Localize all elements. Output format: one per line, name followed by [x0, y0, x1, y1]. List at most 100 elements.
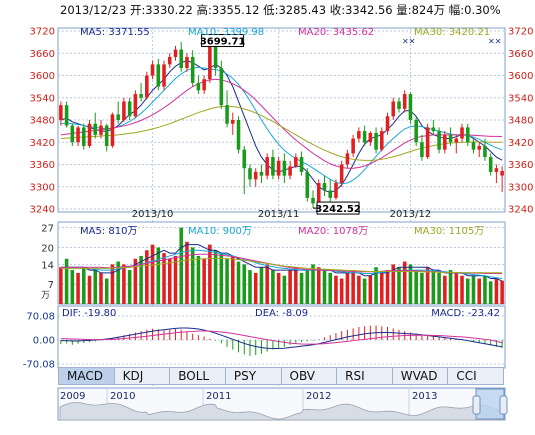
x-tick-label: 2013/10 [132, 209, 174, 220]
candle-body [408, 94, 413, 120]
candle-body [93, 123, 98, 135]
volume-bar [219, 253, 224, 304]
candle-body [414, 120, 418, 143]
volume-bar [368, 275, 373, 304]
volume-bar [242, 264, 247, 304]
candle-body [443, 134, 447, 150]
candle-body [248, 168, 252, 180]
navigator-right-handle[interactable] [499, 395, 508, 415]
volume-bar [185, 241, 189, 304]
volume-bar [488, 281, 493, 304]
candle-body [299, 157, 304, 172]
tab-macd[interactable]: MACD [59, 368, 115, 384]
candle-body [431, 127, 436, 132]
volume-bar [465, 278, 470, 304]
price-tick-left: 3420 [30, 138, 55, 149]
volume-bar [225, 258, 229, 304]
navigator-left-handle[interactable] [472, 395, 481, 415]
price-tick-right: 3360 [508, 160, 533, 171]
candle-body [276, 160, 281, 176]
candle-body [385, 116, 390, 132]
candle-body [305, 171, 310, 198]
macd-legend-macd: MACD: -23.42 [431, 308, 500, 319]
legend-ma30: MA30: 3420.21 [414, 27, 490, 38]
vol-legend-ma30: MA30: 1105万 [414, 226, 484, 237]
quote-header: 2013/12/23 开:3330.22 高:3355.12 低:3285.43… [60, 3, 501, 17]
navigator-year-label: 2011 [206, 391, 231, 402]
x-tick-label: 2013/11 [258, 209, 300, 220]
macd-tick: 0.00 [33, 336, 55, 347]
candle-body [236, 120, 241, 150]
volume-bar [196, 255, 201, 304]
volume-bar [431, 270, 436, 304]
candle-body [437, 131, 441, 150]
tab-kdj[interactable]: KDJ [115, 368, 171, 384]
cross-marker-icon: ✕✕ [402, 37, 415, 46]
volume-bar [437, 272, 441, 304]
volume-bar [104, 278, 109, 304]
volume-bar [162, 253, 166, 304]
candle-body [316, 183, 321, 204]
volume-bar [122, 264, 126, 304]
price-legend: MA5: 3371.55 MA10: 3399.98 MA20: 3435.62 MA… [80, 27, 490, 38]
tab-boll[interactable]: BOLL [170, 368, 226, 384]
navigator-year-label: 2010 [110, 391, 135, 402]
macd-legend-dif: DIF: -19.80 [62, 308, 116, 319]
candle-body [294, 157, 298, 167]
price-tick-right: 3480 [508, 116, 533, 127]
volume-bar [156, 247, 161, 304]
candle-body [87, 123, 92, 146]
candle-body [110, 114, 115, 146]
volume-bar [448, 270, 453, 304]
candle-body [213, 42, 218, 69]
volume-bar [253, 272, 258, 304]
candle-body [156, 64, 161, 87]
volume-bar [305, 270, 310, 304]
macd-legend: DIF: -19.80 DEA: -8.09 MACD: -23.42 [62, 308, 500, 319]
candle-body [185, 56, 189, 69]
candle-body [339, 164, 344, 184]
tab-wvad[interactable]: WVAD [393, 368, 449, 384]
candle-body [380, 131, 384, 150]
tab-obv[interactable]: OBV [282, 368, 338, 384]
volume-bar [76, 272, 80, 304]
candle-body [391, 101, 396, 117]
price-tick-left: 3660 [30, 49, 55, 60]
tab-psy[interactable]: PSY [226, 368, 282, 384]
volume-tick: 27 [41, 224, 54, 235]
candle-body [483, 145, 487, 158]
price-tick-left: 3720 [30, 27, 55, 38]
volume-bar [64, 258, 69, 304]
price-tick-right: 3240 [508, 205, 533, 216]
volume-bar [150, 244, 155, 304]
volume-bar [316, 267, 321, 304]
volume-bar [139, 255, 143, 304]
volume-bar [282, 275, 287, 304]
candle-body [357, 131, 361, 139]
navigator-year-label: 2009 [60, 391, 85, 402]
price-tick-right: 3720 [508, 27, 533, 38]
volume-bar [299, 272, 304, 304]
price-tick-right: 3540 [508, 93, 533, 104]
price-tick-left: 3240 [30, 205, 55, 216]
annotation-box [201, 34, 245, 48]
volume-bar [265, 264, 269, 304]
volume-bar [374, 267, 378, 304]
volume-bar [483, 275, 487, 304]
volume-bar [443, 275, 447, 304]
candle-body [368, 132, 373, 143]
volume-bar [460, 275, 464, 304]
volume-bar [408, 264, 413, 304]
candle-body [397, 101, 401, 109]
volume-bar [351, 270, 355, 304]
candle-body [167, 56, 172, 65]
tab-rsi[interactable]: RSI [337, 368, 393, 384]
tab-cci[interactable]: CCI [456, 369, 477, 383]
candle-body [334, 183, 338, 198]
candle-body [127, 101, 132, 117]
annotation-high-label: 3699.71 [200, 37, 246, 48]
volume-bar [334, 275, 338, 304]
volume-bar [420, 272, 424, 304]
candle-body [76, 127, 80, 143]
